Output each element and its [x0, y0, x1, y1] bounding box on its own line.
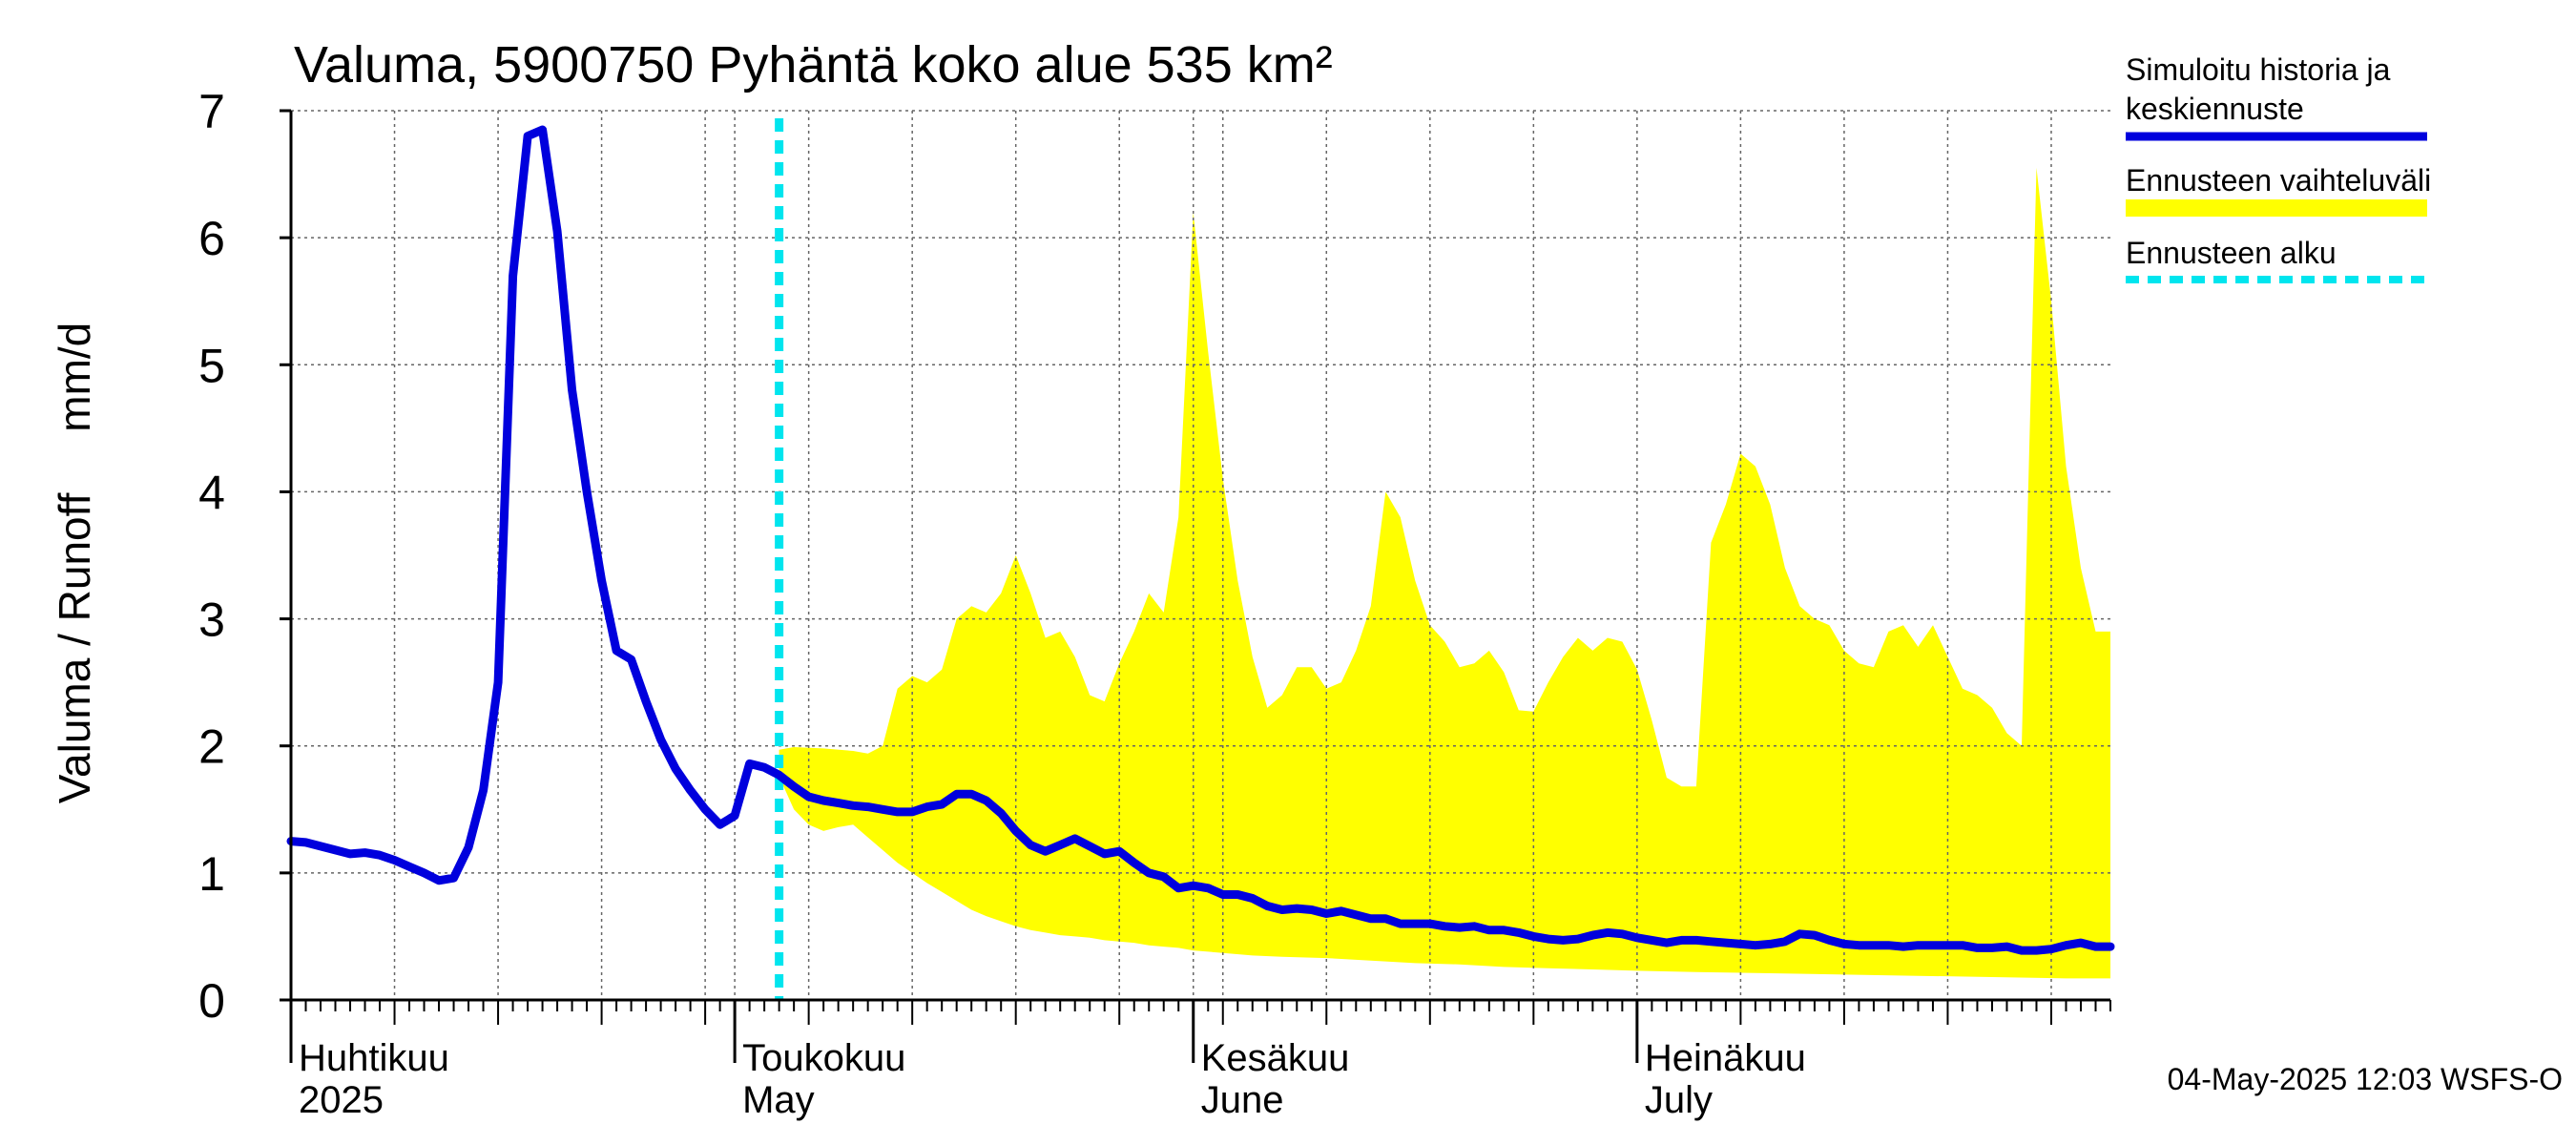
footer-timestamp: 04-May-2025 12:03 WSFS-O: [2168, 1062, 2563, 1096]
forecast-range-band: [779, 167, 2110, 979]
series-layer: [286, 125, 2115, 955]
y-tick-label: 1: [198, 847, 225, 901]
y-tick-label: 6: [198, 212, 225, 265]
y-tick-label: 4: [198, 466, 225, 519]
month-label-en: May: [742, 1079, 815, 1121]
month-label-fi: Heinäkuu: [1645, 1037, 1806, 1079]
legend-label-history: Simuloitu historia ja: [2126, 52, 2391, 87]
runoff-series-line: [286, 125, 2115, 955]
month-label-en: 2025: [299, 1079, 384, 1121]
grid-layer: [291, 110, 2110, 1000]
y-tick-label: 2: [198, 720, 225, 774]
legend-label-history-cont: keskiennuste: [2126, 92, 2304, 126]
chart-title: Valuma, 5900750 Pyhäntä koko alue 535 km…: [294, 36, 1333, 94]
y-tick-label: 7: [198, 85, 225, 138]
month-label-fi: Huhtikuu: [299, 1037, 449, 1079]
y-axis-label: Valuma / Runoff mm/d: [50, 323, 99, 804]
axes-layer: [280, 109, 2111, 1063]
month-label-fi: Toukokuu: [742, 1037, 905, 1079]
month-label-fi: Kesäkuu: [1201, 1037, 1350, 1079]
legend-label-range: Ennusteen vaihteluväli: [2126, 163, 2431, 198]
y-tick-label: 5: [198, 339, 225, 392]
legend-label-forecast-start: Ennusteen alku: [2126, 236, 2337, 270]
forecast-band-layer: [779, 167, 2110, 979]
month-label-en: June: [1201, 1079, 1284, 1121]
y-tick-label: 3: [198, 593, 225, 647]
legend: Simuloitu historia ja keskiennuste Ennuste…: [2126, 52, 2431, 283]
y-tick-label: 0: [198, 974, 225, 1028]
y-tick-labels: 0 1 2 3 4 5 6 7: [198, 85, 225, 1028]
month-label-en: July: [1645, 1079, 1713, 1121]
